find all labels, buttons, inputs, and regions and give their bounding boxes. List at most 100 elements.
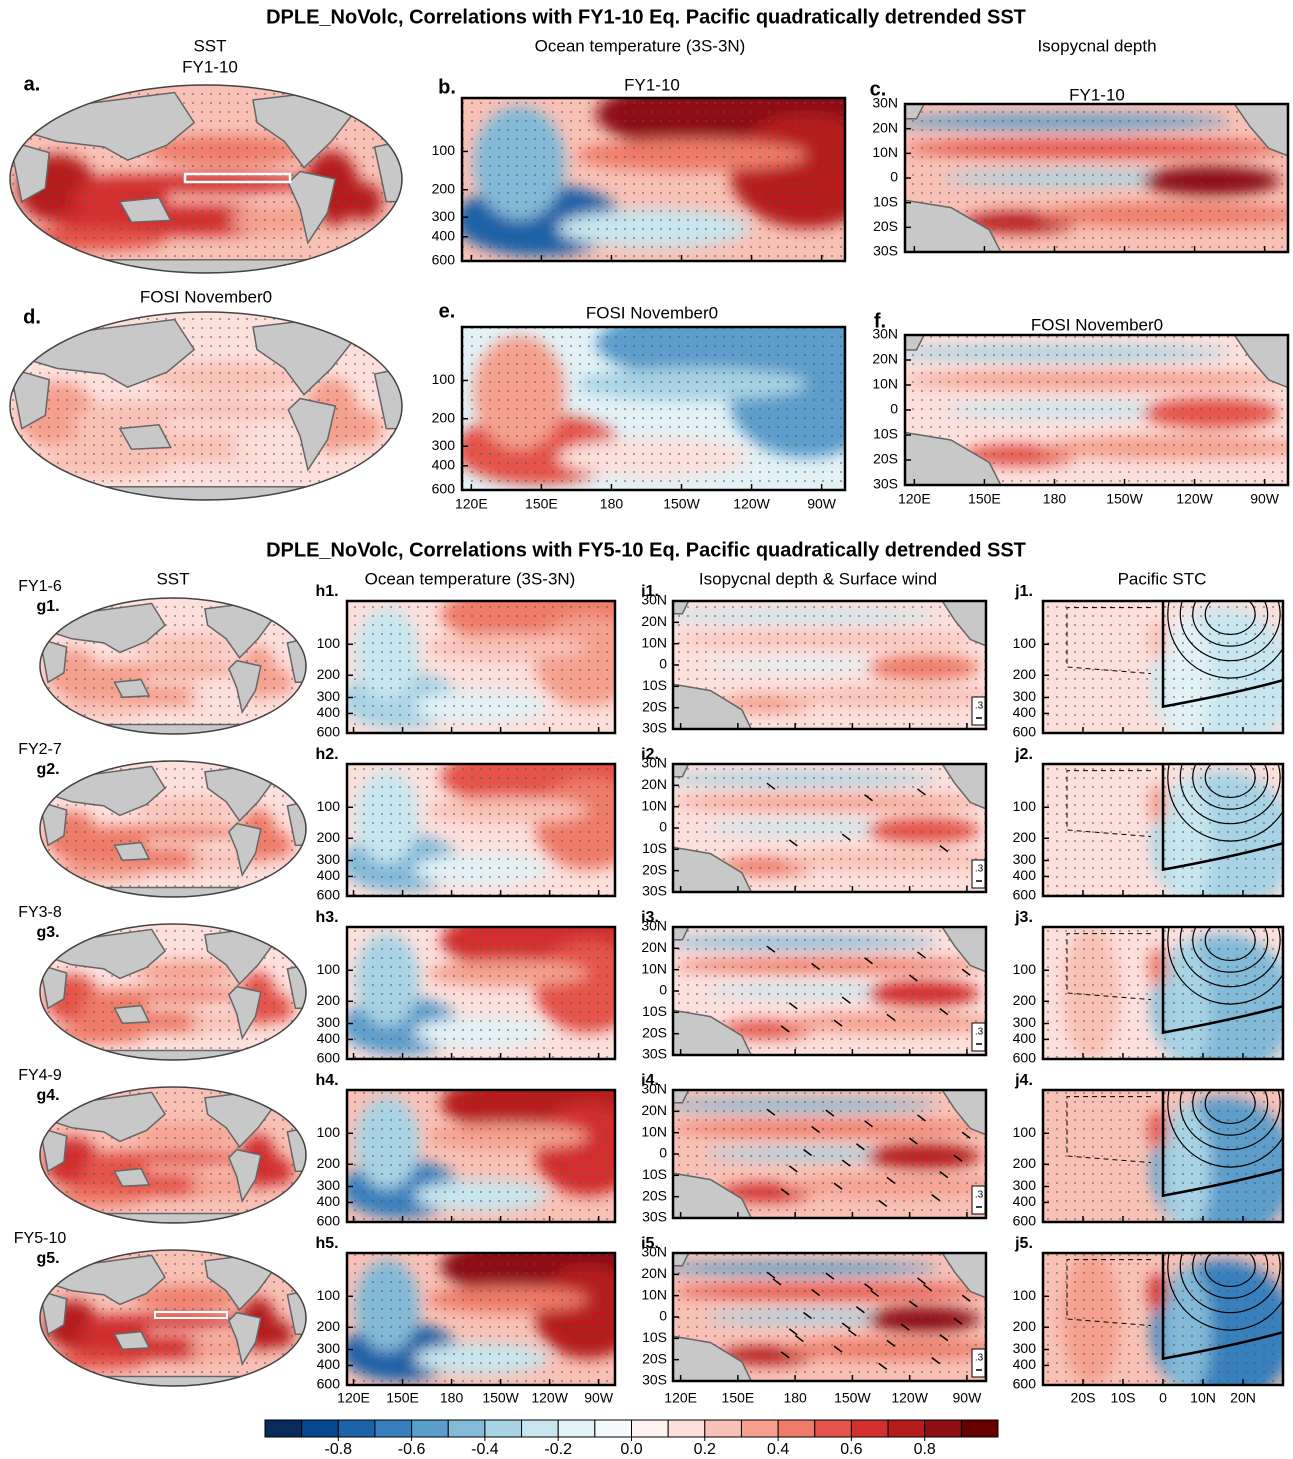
land (40, 1289, 68, 1336)
land (941, 601, 986, 647)
y-tick-label: 600 (317, 1050, 341, 1066)
colorbar-box (667, 1419, 706, 1438)
panel-label: i1. (641, 583, 659, 600)
wind-vector (811, 1125, 821, 1134)
panel-title: FOSI November0 (1031, 315, 1163, 334)
colorbar-box (447, 1419, 486, 1438)
colorbar-tick-label: 0.8 (914, 1441, 936, 1458)
colorbar-box (887, 1419, 926, 1438)
colorbar-box (631, 1419, 669, 1438)
wind-vector (953, 1317, 963, 1325)
x-tick-label: 20N (1230, 1390, 1256, 1406)
y-tick-label: 20S (642, 1187, 667, 1203)
colorbar-box (704, 1419, 742, 1438)
x-tick-label: 120W (733, 496, 770, 512)
panel (673, 764, 986, 892)
colorbar-box (594, 1419, 632, 1438)
contour (1179, 1253, 1281, 1314)
land (113, 841, 151, 862)
panel-label: g3. (36, 924, 59, 941)
y-tick-label: 200 (432, 409, 456, 425)
wind-vector (908, 1137, 918, 1145)
land (66, 1049, 280, 1060)
y-tick-label: 300 (1013, 1177, 1037, 1193)
colorbar-box (337, 1419, 376, 1438)
colorbar-tick-label: 0.4 (767, 1441, 789, 1458)
y-tick-label: 100 (317, 961, 341, 977)
y-tick-label: 200 (1013, 1318, 1037, 1334)
y-tick-label: 100 (1013, 1287, 1037, 1303)
colorbar-tick-label: 0.6 (840, 1441, 862, 1458)
colorbar-tick-label: -0.4 (471, 1441, 499, 1458)
colorbar-box (814, 1419, 852, 1438)
x-tick-label: 150W (834, 1390, 871, 1406)
x-tick-label: 90W (953, 1390, 983, 1406)
wind-vector (923, 1284, 933, 1292)
y-tick-label: 20N (872, 351, 898, 367)
wind-vector (864, 1283, 874, 1291)
y-tick-label: 10S (642, 840, 667, 856)
land (113, 1004, 151, 1025)
land (10, 367, 51, 430)
y-tick-label: 100 (317, 635, 341, 651)
y-tick-label: 600 (432, 481, 456, 497)
wind-vector (794, 1334, 804, 1343)
colorbar-tick-label: 0.0 (620, 1441, 642, 1458)
wind-reference-label: .3 (975, 864, 984, 875)
y-tick-label: 10S (873, 426, 898, 442)
y-tick-label: 10N (641, 1123, 667, 1139)
index-box (183, 172, 292, 184)
y-tick-label: 20S (642, 698, 667, 714)
x-tick-label: 150E (722, 1390, 755, 1406)
y-tick-label: 30S (642, 1372, 667, 1388)
y-tick-label: 600 (1013, 724, 1037, 740)
x-tick-label: 150W (663, 496, 700, 512)
land (941, 1253, 986, 1299)
panel-border (345, 1088, 617, 1224)
wind-vector (864, 957, 874, 965)
y-tick-label: 400 (1013, 867, 1037, 883)
y-tick-label: 30N (641, 755, 667, 771)
y-tick-label: 300 (317, 1177, 341, 1193)
row-lead: FY5-10 (14, 1230, 67, 1247)
stipple (347, 1253, 615, 1385)
wind-vector (931, 1194, 941, 1202)
colorbar-box (521, 1419, 559, 1438)
panel-border (39, 923, 307, 1061)
y-tick-label: 10N (641, 634, 667, 650)
contour (1192, 927, 1269, 973)
panel-title: FOSI November0 (140, 287, 272, 306)
wind-vector (811, 1288, 821, 1297)
y-tick-label: 20S (642, 861, 667, 877)
y-tick-label: 20S (642, 1350, 667, 1366)
land (66, 1375, 280, 1386)
land (118, 424, 172, 450)
y-tick-label: 30N (872, 95, 898, 111)
y-tick-label: 30S (642, 883, 667, 899)
wind-vector (772, 1278, 782, 1286)
y-tick-label: 400 (1013, 1356, 1037, 1372)
panel (905, 335, 1288, 485)
wind-vector (855, 1143, 865, 1151)
panel-border (345, 925, 617, 1061)
y-tick-label: 600 (1013, 887, 1037, 903)
y-tick-label: 10S (642, 1003, 667, 1019)
y-tick-label: 600 (1013, 1376, 1037, 1392)
y-tick-label: 0 (659, 819, 667, 835)
wind-vector (917, 1114, 926, 1122)
panel-label: i4. (641, 1072, 659, 1089)
y-tick-label: 100 (1013, 635, 1037, 651)
panel (1043, 927, 1283, 1059)
y-tick-label: 400 (317, 867, 341, 883)
panel-title: FOSI November0 (586, 303, 718, 322)
wind-vector (908, 974, 918, 982)
y-tick-label: 10S (642, 1329, 667, 1345)
contour (1167, 1253, 1283, 1331)
panel-border (39, 1249, 307, 1387)
panel-label: f. (874, 310, 886, 332)
y-tick-label: 200 (1013, 1155, 1037, 1171)
y-tick-label: 30S (642, 1046, 667, 1062)
land (673, 1090, 690, 1104)
panel (462, 98, 845, 261)
wind-vector (766, 782, 776, 790)
